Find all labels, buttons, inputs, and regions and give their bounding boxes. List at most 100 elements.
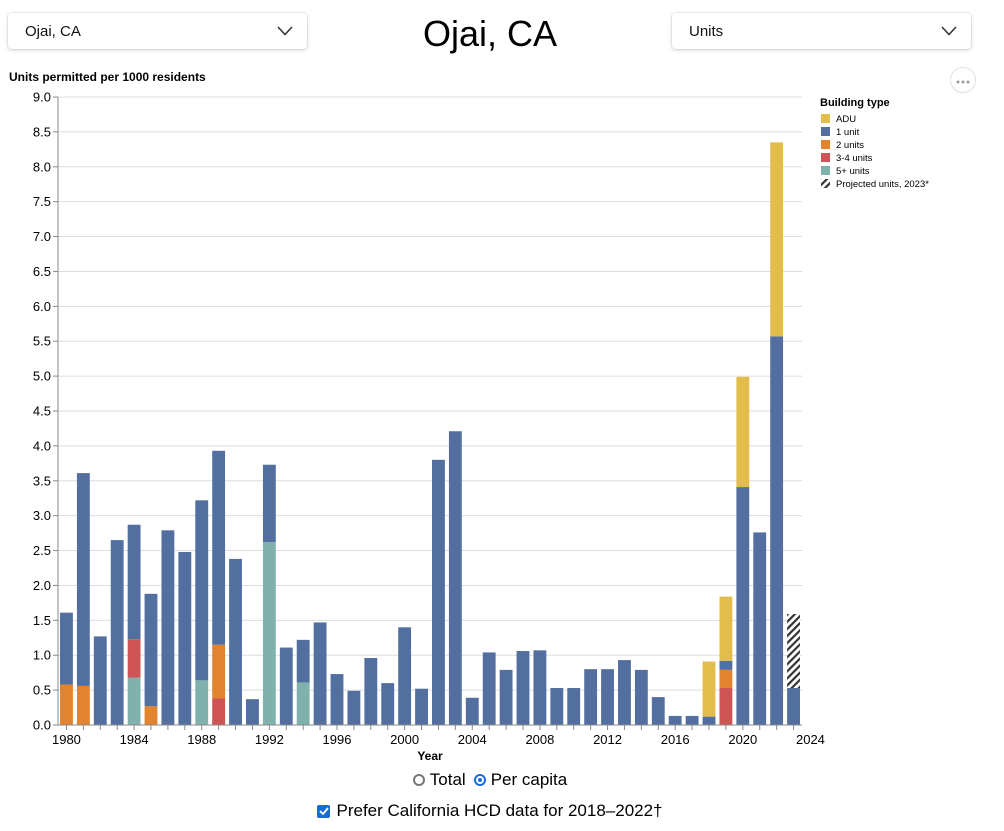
- legend-label: 1 unit: [836, 127, 860, 138]
- bar-segment: [279, 647, 293, 725]
- bar-segment: [60, 612, 73, 685]
- chevron-down-icon: [941, 26, 957, 36]
- bar-segment: [212, 698, 226, 725]
- radio-per-capita-indicator[interactable]: [473, 774, 486, 786]
- bar-segment: [262, 464, 276, 543]
- y-tick-label: 1.0: [33, 648, 51, 663]
- y-tick-label: 4.5: [33, 404, 51, 419]
- y-tick-label: 7.5: [33, 194, 51, 209]
- legend-label: 3-4 units: [836, 153, 873, 164]
- legend-swatch: [821, 179, 830, 188]
- bar-segment: [618, 660, 631, 725]
- bar-segment: [127, 639, 141, 678]
- bar-segment: [262, 542, 276, 725]
- bar-segment: [465, 697, 479, 725]
- bar-segment: [398, 627, 412, 725]
- bar-segment: [753, 532, 767, 725]
- radio-total-label: Total: [429, 770, 466, 789]
- legend-swatch: [821, 166, 830, 175]
- y-tick-label: 7.0: [33, 229, 51, 244]
- bar-segment: [381, 683, 395, 725]
- bar-segment: [110, 540, 124, 725]
- bar-segment: [347, 690, 361, 725]
- radio-total[interactable]: Total: [412, 770, 466, 790]
- bar-segment: [127, 524, 141, 640]
- bar-segment: [736, 376, 750, 488]
- bar-segment: [736, 487, 750, 725]
- bar-segment: [195, 680, 209, 725]
- legend-label: 2 units: [836, 140, 864, 151]
- radio-total-indicator[interactable]: [412, 774, 425, 786]
- x-tick-label: 2016: [661, 732, 690, 747]
- x-axis-title: Year: [417, 749, 443, 763]
- unit-select[interactable]: Units: [672, 13, 971, 49]
- legend-swatch: [821, 153, 830, 162]
- legend-swatch: [821, 140, 830, 149]
- bar-segment: [601, 669, 614, 725]
- chevron-down-icon: [277, 26, 293, 36]
- bar-segment: [702, 661, 716, 717]
- bar-segment: [567, 688, 581, 725]
- y-tick-label: 3.0: [33, 508, 51, 523]
- unit-select-value: Units: [689, 22, 724, 40]
- y-tick-label: 1.5: [33, 613, 51, 628]
- x-tick-label: 2008: [525, 732, 554, 747]
- legend-title: Building type: [820, 97, 890, 109]
- x-tick-label: 2020: [728, 732, 757, 747]
- axes: 0.0 0.5 1.0 1.5 2.0 2.5 3.0 3.5 4.0 4.5 5.0 5.5 6.0 6…: [33, 90, 825, 764]
- x-tick-label: 2004: [458, 732, 487, 747]
- bar-segment: [719, 688, 733, 725]
- bar-segment: [313, 622, 327, 725]
- legend: Building type ADU 1 unit 2 units 3-4 units 5+…: [820, 97, 929, 190]
- bar-segment: [448, 431, 462, 725]
- bar-segment: [787, 688, 800, 725]
- bar-segment: [432, 459, 445, 725]
- bar-segment: [668, 715, 682, 725]
- bar-segment: [533, 650, 547, 725]
- y-tick-label: 3.5: [33, 473, 51, 488]
- legend-label: Projected units, 2023*: [836, 179, 929, 190]
- bar-segment: [516, 651, 530, 725]
- y-tick-label: 2.0: [33, 578, 51, 593]
- bar-segment: [330, 674, 344, 725]
- y-tick-label: 6.0: [33, 299, 51, 314]
- bar-segment: [144, 706, 158, 725]
- x-tick-label: 1984: [120, 732, 149, 747]
- bar-segment: [246, 699, 259, 725]
- bar-segment: [770, 142, 784, 337]
- bars: [60, 142, 800, 725]
- projected-bar: [787, 614, 800, 689]
- legend-swatch: [821, 114, 830, 123]
- bar-segment: [178, 551, 192, 725]
- y-tick-label: 9.0: [33, 90, 51, 105]
- bar-segment: [499, 669, 513, 725]
- legend-label: 5+ units: [836, 166, 870, 177]
- y-tick-label: 0.5: [33, 683, 51, 698]
- y-tick-label: 8.5: [33, 124, 51, 139]
- bar-segment: [229, 558, 242, 725]
- hcd-data-checkbox[interactable]: [317, 804, 331, 818]
- bar-segment: [702, 716, 716, 725]
- radio-per-capita[interactable]: Per capita: [473, 770, 567, 790]
- bar-segment: [634, 669, 648, 725]
- legend-label: ADU: [836, 114, 856, 125]
- bar-segment: [161, 530, 175, 725]
- bar-segment: [550, 688, 564, 725]
- mode-radio-group: Total Per capita: [0, 770, 980, 790]
- y-tick-label: 8.0: [33, 159, 51, 174]
- x-tick-label: 1992: [255, 732, 284, 747]
- x-tick-label: 2000: [390, 732, 419, 747]
- place-select-value: Ojai, CA: [25, 22, 81, 40]
- bar-segment: [584, 669, 598, 725]
- more-horizontal-icon: [956, 71, 970, 89]
- y-tick-label: 4.0: [33, 438, 51, 453]
- place-select[interactable]: Ojai, CA: [8, 13, 307, 49]
- chart-menu-button[interactable]: [950, 67, 976, 93]
- bar-segment: [195, 500, 209, 681]
- x-tick-label: 2012: [593, 732, 622, 747]
- bar-segment: [364, 658, 378, 725]
- bar-segment: [685, 715, 699, 725]
- bar-segment: [212, 450, 226, 645]
- y-tick-label: 5.0: [33, 369, 51, 384]
- y-tick-label: 5.5: [33, 334, 51, 349]
